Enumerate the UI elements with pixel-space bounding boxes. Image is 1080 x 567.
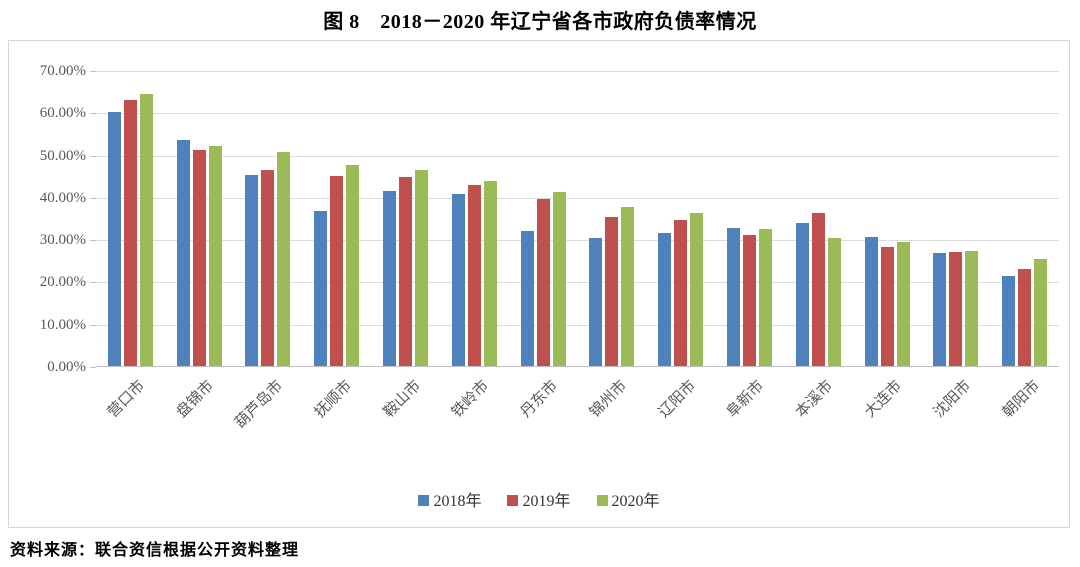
bar-2018年-丹东市 <box>520 230 534 366</box>
bar-2018年-盘锦市 <box>176 140 190 366</box>
gridline-10 <box>96 324 1059 326</box>
bar-2019年-铁岭市 <box>467 185 481 366</box>
bar-2019年-大连市 <box>880 247 894 366</box>
bar-2020年-辽阳市 <box>690 212 704 366</box>
bar-2020年-沈阳市 <box>965 251 979 366</box>
gridline-70 <box>96 71 1059 72</box>
gridline-60 <box>96 113 1059 115</box>
x-tick-label-铁岭市: 铁岭市 <box>449 377 493 421</box>
x-tick-label-葫芦岛市: 葫芦岛市 <box>232 377 287 432</box>
y-axis-tick <box>90 324 96 326</box>
bar-2020年-锦州市 <box>621 207 635 366</box>
legend-item-2018年: 2018年 <box>418 487 481 511</box>
bar-2018年-抚顺市 <box>314 211 328 366</box>
y-tick-label-10: 10.00% <box>39 316 86 333</box>
bar-2020年-丹东市 <box>552 192 566 366</box>
bar-2020年-朝阳市 <box>1034 259 1048 366</box>
bar-2020年-大连市 <box>896 242 910 366</box>
bar-2020年-阜新市 <box>758 229 772 366</box>
x-tick-label-辽阳市: 辽阳市 <box>655 377 699 421</box>
bar-2018年-营口市 <box>107 112 121 366</box>
bar-2020年-盘锦市 <box>208 145 222 366</box>
y-axis-tick <box>90 113 96 115</box>
gridline-30 <box>96 240 1059 242</box>
bar-2018年-朝阳市 <box>1002 276 1016 366</box>
legend-label-2018年: 2018年 <box>433 493 482 510</box>
x-tick-label-锦州市: 锦州市 <box>586 377 631 421</box>
y-tick-label-0: 0.00% <box>47 359 86 375</box>
bar-2018年-辽阳市 <box>658 233 672 366</box>
y-tick-label-40: 40.00% <box>39 189 86 206</box>
legend-label-2019年: 2019年 <box>522 493 571 510</box>
bar-2019年-丹东市 <box>536 198 550 366</box>
bar-2020年-营口市 <box>139 94 153 366</box>
bar-2018年-鞍山市 <box>383 190 397 366</box>
bar-2018年-葫芦岛市 <box>245 174 259 366</box>
bar-2019年-鞍山市 <box>399 176 413 366</box>
bar-2018年-沈阳市 <box>933 252 947 366</box>
x-tick-label-鞍山市: 鞍山市 <box>380 377 424 421</box>
y-tick-label-30: 30.00% <box>39 232 86 249</box>
bar-2018年-阜新市 <box>726 228 740 366</box>
bar-2018年-本溪市 <box>795 222 809 366</box>
y-axis-tick <box>90 155 96 157</box>
y-axis-tick <box>90 367 96 368</box>
chart-area: 0.00% 10.00% 20.00% 30.00% 40.00% 50.00% 60.00… <box>8 40 1070 528</box>
gridline-50 <box>96 155 1059 157</box>
bar-2019年-阜新市 <box>742 235 756 366</box>
chart-legend: 2018年 2019年 2020年 <box>9 487 1069 511</box>
gridline-20 <box>96 282 1059 284</box>
y-axis-tick <box>90 240 96 242</box>
legend-swatch-2020年 <box>596 495 608 506</box>
legend-swatch-2018年 <box>418 495 430 506</box>
x-tick-label-沈阳市: 沈阳市 <box>930 377 974 421</box>
bar-2019年-营口市 <box>123 100 137 366</box>
source-note: 资料来源：联合资信根据公开资料整理 <box>10 542 300 559</box>
plot-area: 0.00% 10.00% 20.00% 30.00% 40.00% 50.00% 60.00… <box>40 63 1059 432</box>
y-tick-label-20: 20.00% <box>39 274 86 291</box>
x-tick-label-营口市: 营口市 <box>105 377 149 421</box>
gridline-40 <box>96 197 1059 199</box>
bar-2018年-锦州市 <box>589 237 603 366</box>
bar-2019年-本溪市 <box>811 212 825 366</box>
y-axis-tick <box>90 71 96 72</box>
bar-2019年-辽阳市 <box>674 220 688 366</box>
x-tick-label-大连市: 大连市 <box>862 377 906 421</box>
y-tick-label-70: 70.00% <box>39 63 86 79</box>
y-axis-tick <box>90 282 96 284</box>
bar-2020年-本溪市 <box>827 238 841 366</box>
legend-item-2019年: 2019年 <box>507 487 571 511</box>
bar-2019年-抚顺市 <box>330 176 344 366</box>
legend-item-2020年: 2020年 <box>596 487 660 511</box>
bar-2020年-葫芦岛市 <box>277 151 291 366</box>
x-tick-label-盘锦市: 盘锦市 <box>174 377 218 421</box>
x-tick-label-朝阳市: 朝阳市 <box>999 377 1043 421</box>
bar-2020年-鞍山市 <box>415 170 429 366</box>
legend-label-2020年: 2020年 <box>611 493 660 510</box>
bar-2019年-葫芦岛市 <box>261 170 275 366</box>
bar-2019年-盘锦市 <box>192 149 206 366</box>
bar-2018年-铁岭市 <box>451 194 465 366</box>
bar-2020年-抚顺市 <box>346 164 360 366</box>
x-tick-label-本溪市: 本溪市 <box>793 377 837 421</box>
bar-2018年-大连市 <box>864 237 878 366</box>
bar-2019年-锦州市 <box>605 217 619 366</box>
x-tick-label-抚顺市: 抚顺市 <box>311 377 355 421</box>
bar-2019年-朝阳市 <box>1018 268 1032 366</box>
bar-2019年-沈阳市 <box>949 252 963 366</box>
figure-title: 图 8 2018－2020 年辽宁省各市政府负债率情况 <box>323 11 757 33</box>
y-tick-label-50: 50.00% <box>39 147 86 164</box>
legend-swatch-2019年 <box>507 495 519 506</box>
bar-2020年-铁岭市 <box>483 181 497 366</box>
y-axis-tick <box>90 197 96 199</box>
x-tick-label-阜新市: 阜新市 <box>724 377 768 421</box>
x-tick-label-丹东市: 丹东市 <box>518 377 562 421</box>
y-tick-label-60: 60.00% <box>39 105 86 122</box>
